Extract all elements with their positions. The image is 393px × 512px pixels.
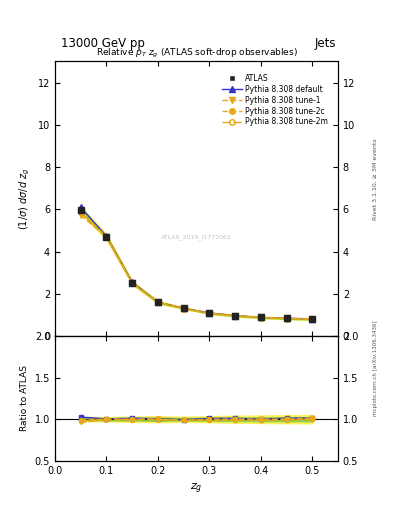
Title: Relative $p_T$ $z_g$ (ATLAS soft-drop observables): Relative $p_T$ $z_g$ (ATLAS soft-drop ob… [95,47,298,60]
Text: Jets: Jets [314,37,336,50]
Text: mcplots.cern.ch [arXiv:1306.3436]: mcplots.cern.ch [arXiv:1306.3436] [373,321,378,416]
Text: 13000 GeV pp: 13000 GeV pp [61,37,145,50]
Legend: ATLAS, Pythia 8.308 default, Pythia 8.308 tune-1, Pythia 8.308 tune-2c, Pythia 8: ATLAS, Pythia 8.308 default, Pythia 8.30… [219,71,331,130]
Text: ATLAS_2019_I1772062: ATLAS_2019_I1772062 [161,234,232,240]
Y-axis label: Ratio to ATLAS: Ratio to ATLAS [20,366,29,432]
X-axis label: $z_g$: $z_g$ [190,481,203,496]
Text: Rivet 3.1.10, ≥ 3M events: Rivet 3.1.10, ≥ 3M events [373,138,378,220]
Y-axis label: $(1/\sigma)$ $d\sigma/d$ $z_g$: $(1/\sigma)$ $d\sigma/d$ $z_g$ [18,167,32,230]
